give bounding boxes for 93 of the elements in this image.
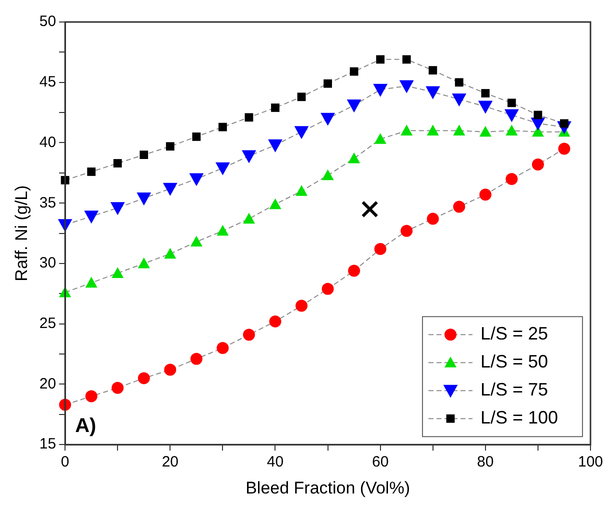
x-tick-label: 0 xyxy=(60,454,70,471)
point xyxy=(189,173,204,186)
annotation: A) xyxy=(75,415,96,438)
point xyxy=(507,98,516,108)
point xyxy=(402,55,411,64)
x-tick-label: 40 xyxy=(266,454,284,471)
point xyxy=(346,100,362,113)
point xyxy=(110,202,125,216)
point xyxy=(376,55,385,64)
point xyxy=(506,124,518,136)
point xyxy=(112,382,124,394)
point xyxy=(164,364,176,376)
point xyxy=(373,84,388,97)
point xyxy=(242,328,255,341)
legend-label: L/S = 25 xyxy=(480,324,548,344)
point xyxy=(361,200,378,218)
point xyxy=(400,224,413,237)
point xyxy=(479,188,492,201)
y-tick-label: 40 xyxy=(39,134,56,151)
point xyxy=(322,282,334,295)
point xyxy=(558,142,570,155)
point xyxy=(268,139,282,152)
point xyxy=(242,150,256,164)
point xyxy=(294,126,309,140)
point xyxy=(426,124,439,136)
legend-label: L/S = 100 xyxy=(480,408,558,428)
point xyxy=(506,172,518,185)
point xyxy=(85,276,98,288)
y-tick-label: 15 xyxy=(39,436,56,453)
point xyxy=(454,78,464,87)
point xyxy=(453,124,466,136)
point xyxy=(162,182,178,196)
point xyxy=(190,352,202,365)
point xyxy=(504,109,519,122)
x-tick-label: 80 xyxy=(477,454,494,471)
point xyxy=(452,94,466,106)
y-axis-title: Raff. Ni (g/L) xyxy=(12,185,31,282)
point xyxy=(399,80,414,94)
point xyxy=(140,150,148,160)
point xyxy=(190,236,202,247)
point xyxy=(85,390,98,402)
x-tick-label: 60 xyxy=(372,454,389,471)
point xyxy=(348,264,360,277)
point xyxy=(296,300,308,312)
point xyxy=(532,158,544,170)
point xyxy=(426,212,439,225)
point xyxy=(481,89,490,98)
y-tick-label: 30 xyxy=(39,254,56,272)
y-tick-label: 35 xyxy=(39,194,56,212)
point xyxy=(269,315,282,328)
point xyxy=(374,133,386,144)
y-tick-label: 45 xyxy=(39,74,56,91)
point xyxy=(320,112,335,126)
y-tick-label: 50 xyxy=(39,13,56,30)
point xyxy=(534,110,542,120)
point xyxy=(242,212,255,224)
point xyxy=(216,224,229,236)
point xyxy=(324,79,332,88)
point xyxy=(138,257,150,268)
point xyxy=(453,200,466,213)
point xyxy=(350,67,358,76)
point xyxy=(113,159,122,168)
point xyxy=(166,142,174,151)
point xyxy=(192,132,201,141)
point xyxy=(426,86,440,100)
x-axis-title: Bleed Fraction (Vol%) xyxy=(246,478,410,498)
x-tick-label: 20 xyxy=(162,454,179,471)
legend-label: L/S = 75 xyxy=(480,380,548,400)
point xyxy=(348,152,360,164)
legend-label: L/S = 50 xyxy=(480,352,548,372)
point xyxy=(218,122,227,132)
point xyxy=(87,168,96,176)
y-tick-label: 25 xyxy=(39,315,56,332)
point xyxy=(84,210,99,224)
x-tick-label: 100 xyxy=(578,454,603,471)
point xyxy=(479,126,492,137)
point xyxy=(428,66,438,74)
point xyxy=(478,100,493,114)
point xyxy=(138,372,150,384)
point xyxy=(400,124,413,136)
point xyxy=(216,342,229,354)
point xyxy=(271,104,280,112)
point xyxy=(164,248,176,259)
point xyxy=(216,162,230,176)
point xyxy=(244,113,254,122)
point xyxy=(296,185,308,196)
point xyxy=(297,92,306,102)
point xyxy=(322,169,334,180)
point xyxy=(269,198,282,210)
point xyxy=(374,242,386,255)
point xyxy=(136,192,152,206)
point xyxy=(112,267,124,278)
y-tick-label: 20 xyxy=(39,375,56,392)
